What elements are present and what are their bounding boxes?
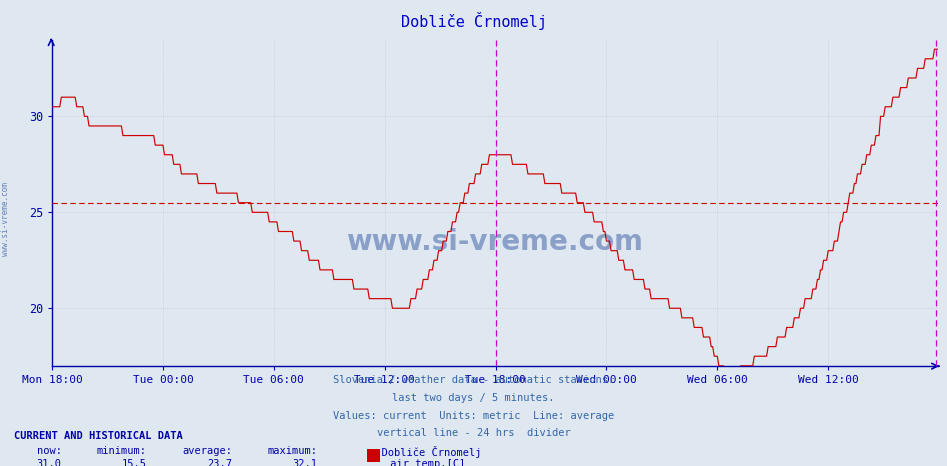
Text: 31.0: 31.0 bbox=[37, 459, 62, 466]
Text: now:: now: bbox=[37, 446, 62, 456]
Text: CURRENT AND HISTORICAL DATA: CURRENT AND HISTORICAL DATA bbox=[14, 431, 183, 441]
Text: www.si-vreme.com: www.si-vreme.com bbox=[347, 228, 643, 256]
Text: 15.5: 15.5 bbox=[122, 459, 147, 466]
Text: Dobliče Črnomelj: Dobliče Črnomelj bbox=[401, 12, 546, 30]
Text: maximum:: maximum: bbox=[267, 446, 317, 456]
Text: vertical line - 24 hrs  divider: vertical line - 24 hrs divider bbox=[377, 428, 570, 438]
Text: last two days / 5 minutes.: last two days / 5 minutes. bbox=[392, 393, 555, 403]
Text: www.si-vreme.com: www.si-vreme.com bbox=[1, 182, 10, 256]
Text: average:: average: bbox=[182, 446, 232, 456]
Text: Slovenia / weather data - automatic stations.: Slovenia / weather data - automatic stat… bbox=[333, 375, 614, 385]
Text: air temp.[C]: air temp.[C] bbox=[384, 459, 465, 466]
Text: Dobliče Črnomelj: Dobliče Črnomelj bbox=[369, 446, 482, 458]
Text: Values: current  Units: metric  Line: average: Values: current Units: metric Line: aver… bbox=[333, 411, 614, 420]
Text: minimum:: minimum: bbox=[97, 446, 147, 456]
Text: 32.1: 32.1 bbox=[293, 459, 317, 466]
Text: 23.7: 23.7 bbox=[207, 459, 232, 466]
